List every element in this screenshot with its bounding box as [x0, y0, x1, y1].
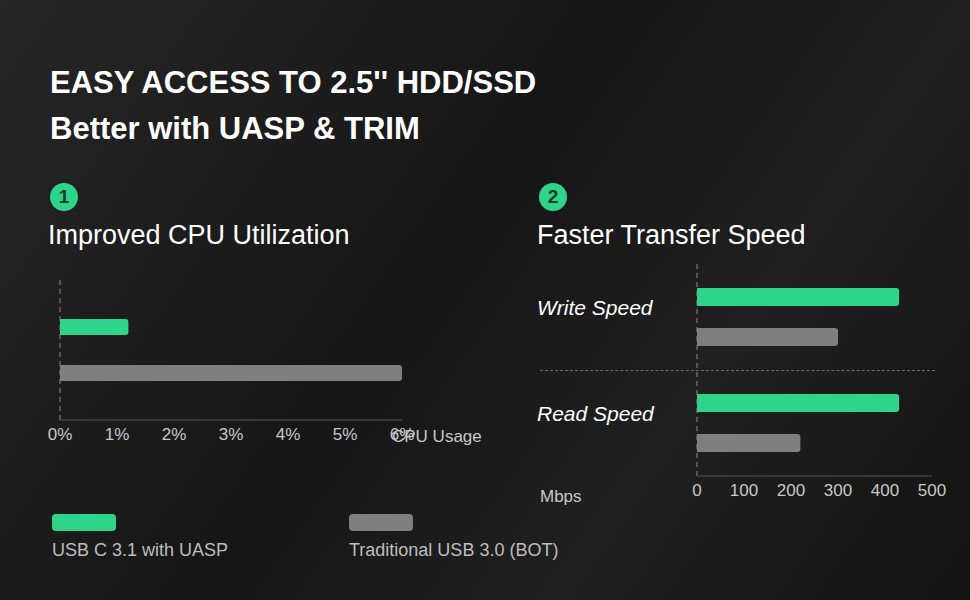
svg-text:300: 300: [824, 481, 852, 500]
html-text:Improved CPU Utilization: Improved CPU Utilization: [48, 220, 350, 250]
svg-text:100: 100: [730, 481, 758, 500]
svg-text:3%: 3%: [219, 425, 244, 444]
svg-text:5%: 5%: [333, 425, 358, 444]
svg-text:200: 200: [777, 481, 805, 500]
html-text:Faster Transfer Speed: Faster Transfer Speed: [537, 220, 806, 250]
svg-text:2%: 2%: [162, 425, 187, 444]
svg-text:Write Speed: Write Speed: [537, 296, 654, 319]
svg-text:1%: 1%: [105, 425, 130, 444]
svg-text:Read Speed: Read Speed: [537, 402, 655, 425]
html-text:1: 1: [58, 186, 70, 207]
svg-text:500: 500: [918, 481, 946, 500]
svg-text:0%: 0%: [48, 425, 73, 444]
svg-text:4%: 4%: [276, 425, 301, 444]
html-text:Traditional USB 3.0 (BOT): Traditional USB 3.0 (BOT): [349, 540, 559, 560]
html-text:Better with UASP & TRIM: Better with UASP & TRIM: [50, 111, 420, 146]
svg-text:400: 400: [871, 481, 899, 500]
html-text:Mbps: Mbps: [540, 487, 582, 506]
html-text:EASY ACCESS TO 2.5'' HDD/SSD: EASY ACCESS TO 2.5'' HDD/SSD: [50, 65, 537, 100]
svg-text:0: 0: [692, 481, 701, 500]
html-text:CPU Usage: CPU Usage: [392, 427, 482, 446]
html-text:USB C 3.1 with UASP: USB C 3.1 with UASP: [52, 540, 229, 560]
html-text:2: 2: [547, 186, 559, 207]
